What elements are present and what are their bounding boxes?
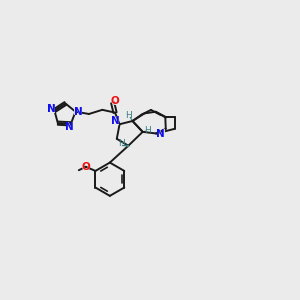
Text: O: O [81, 160, 91, 173]
Text: N: N [110, 115, 120, 128]
Text: N: N [65, 122, 74, 132]
Text: O: O [111, 96, 119, 106]
Text: O: O [110, 94, 120, 107]
Text: N: N [65, 121, 75, 134]
Text: H: H [144, 126, 151, 135]
Text: H: H [125, 111, 132, 120]
Text: N: N [65, 122, 74, 132]
Text: N: N [156, 129, 165, 139]
Text: N: N [46, 104, 56, 114]
Text: N: N [111, 116, 119, 126]
Text: H: H [118, 140, 125, 148]
Text: N: N [74, 107, 83, 117]
Text: N: N [46, 104, 56, 114]
Text: N: N [46, 103, 56, 116]
Text: N: N [73, 105, 83, 118]
Text: N: N [156, 128, 166, 141]
Text: O: O [81, 162, 90, 172]
Text: N: N [74, 107, 83, 117]
